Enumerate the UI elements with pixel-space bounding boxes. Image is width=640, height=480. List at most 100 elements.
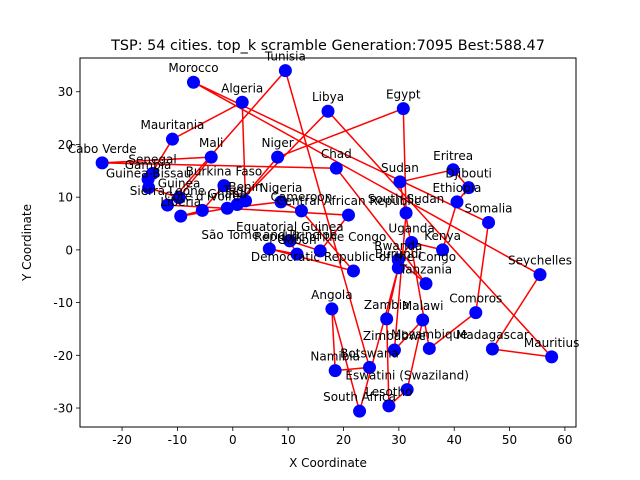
- city-point: [283, 234, 297, 248]
- city-point: [235, 95, 249, 109]
- city-label: Gabon: [277, 233, 316, 247]
- city-point: [353, 404, 367, 418]
- city-point: [391, 261, 405, 275]
- city-label: Ghana: [208, 187, 247, 201]
- city-point: [328, 364, 342, 378]
- city-label: Democratic Republic of the Congo: [251, 250, 456, 264]
- city-label: Central African Republic: [276, 194, 420, 208]
- y-tick-label: 10: [58, 191, 73, 205]
- chart-title: TSP: 54 cities. top_k scramble Generatio…: [110, 38, 545, 54]
- city-label: Gambia: [125, 158, 172, 172]
- city-point: [399, 206, 413, 220]
- city-label: Morocco: [168, 61, 218, 75]
- city-point: [382, 399, 396, 413]
- city-label: Mauritania: [140, 118, 204, 132]
- x-tick-label: -20: [112, 433, 132, 447]
- city-label: Botswana: [340, 346, 399, 360]
- city-label: Ethiopia: [433, 181, 482, 195]
- x-tick-label: -10: [168, 433, 188, 447]
- city-label: Eswatini (Swaziland): [345, 369, 469, 383]
- city-label: Algeria: [221, 81, 263, 95]
- x-axis-ticks: -20 -10 0 10 20 30 40 50 60: [112, 427, 573, 447]
- city-point: [274, 195, 288, 209]
- city-label: Mali: [199, 136, 223, 150]
- city-label: São Tomé and Príncipe: [201, 228, 337, 242]
- city-point: [278, 64, 292, 78]
- city-point: [393, 175, 407, 189]
- city-point: [95, 156, 109, 170]
- city-point: [545, 350, 559, 364]
- x-axis-label: X Coordinate: [289, 456, 367, 470]
- city-label: Namibia: [310, 350, 360, 364]
- city-point: [341, 208, 355, 222]
- city-label: Madagascar: [456, 328, 529, 342]
- city-label: Egypt: [386, 88, 421, 102]
- y-axis-ticks: -30 -20 -10 0 10 20 30: [53, 85, 80, 416]
- y-axis-label: Y Coordinate: [20, 204, 34, 282]
- city-point: [262, 242, 276, 256]
- city-label: Cameroon: [271, 190, 333, 204]
- city-points: [95, 64, 559, 418]
- city-label: Cabo Verde: [68, 142, 137, 156]
- city-label: South Africa: [323, 390, 396, 404]
- city-point: [217, 179, 231, 193]
- city-point: [380, 312, 394, 326]
- city-label: Comoros: [449, 292, 502, 306]
- city-point: [271, 150, 285, 164]
- city-label: Nigeria: [259, 181, 302, 195]
- city-point: [142, 181, 156, 195]
- city-label: Republic of the Congo: [254, 230, 386, 244]
- city-point: [329, 161, 343, 175]
- city-point: [436, 243, 450, 257]
- city-point: [220, 201, 234, 215]
- y-tick-label: -30: [53, 402, 73, 416]
- city-point: [446, 163, 460, 177]
- city-label: Benin: [228, 180, 262, 194]
- y-tick-label: 0: [65, 243, 73, 257]
- city-point: [186, 75, 200, 89]
- city-point: [387, 343, 401, 357]
- plot-frame: [79, 57, 577, 428]
- city-point: [405, 236, 419, 249]
- city-point: [346, 264, 360, 278]
- city-label: Chad: [321, 147, 352, 161]
- city-label: Tunisia: [264, 50, 306, 64]
- city-point: [450, 195, 464, 209]
- city-label: Sierra Leone: [130, 184, 205, 198]
- city-point: [290, 247, 304, 261]
- city-label: Liberia: [160, 195, 201, 209]
- x-tick-label: 40: [447, 433, 462, 447]
- city-point: [416, 313, 430, 327]
- city-point: [482, 215, 496, 229]
- city-label: South Sudan: [368, 192, 445, 206]
- city-point: [533, 268, 547, 282]
- city-point: [325, 302, 339, 316]
- city-label: Lesotho: [365, 385, 412, 399]
- city-label: Malawi: [402, 299, 444, 313]
- city-label: Somalia: [465, 201, 513, 215]
- city-point: [400, 383, 414, 397]
- city-point: [321, 104, 335, 118]
- city-point: [160, 198, 174, 212]
- x-tick-label: 0: [229, 433, 237, 447]
- city-point: [195, 203, 209, 217]
- city-label: Zambia: [364, 298, 410, 312]
- y-tick-label: 30: [58, 85, 73, 99]
- x-tick-label: 20: [336, 433, 351, 447]
- city-point: [462, 181, 476, 195]
- city-label: Kenya: [424, 229, 461, 243]
- city-label: Côte d'Ivoire: [164, 189, 240, 203]
- city-label: Eritrea: [433, 149, 473, 163]
- x-tick-label: 30: [391, 433, 406, 447]
- city-point: [469, 306, 483, 320]
- city-point: [396, 102, 410, 116]
- city-point: [174, 209, 188, 223]
- city-label: Tanzania: [399, 263, 452, 277]
- city-label: Libya: [312, 90, 344, 104]
- city-point: [419, 277, 433, 291]
- city-point: [204, 150, 218, 164]
- city-label: Mozambique: [391, 327, 468, 341]
- city-label: Mauritius: [524, 336, 579, 350]
- city-point: [363, 360, 377, 374]
